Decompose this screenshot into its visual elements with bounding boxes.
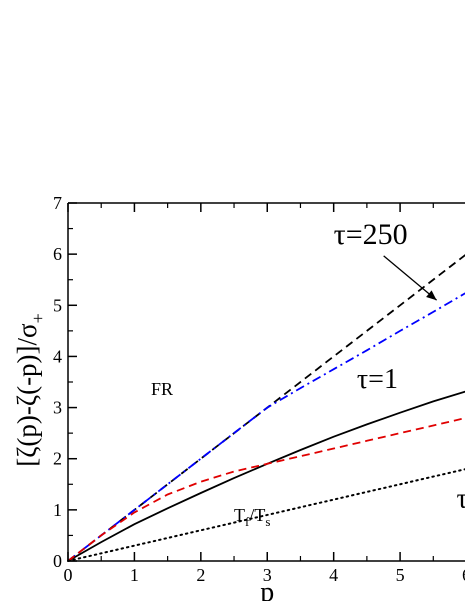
x-tick-label: 1	[130, 565, 139, 585]
y-tick-label: 4	[53, 346, 62, 366]
y-axis-label-main: [ζ(p)-ζ(-p)]/σ	[12, 323, 42, 467]
y-tick-label: 2	[53, 449, 62, 469]
annotation-3: FR	[151, 379, 173, 399]
series-line-4	[67, 417, 465, 562]
annotation-layer: τ=250 τ=1 FR Tf/Ts τ	[151, 218, 465, 529]
y-tick-label: 1	[53, 500, 62, 520]
series-line-2	[67, 292, 465, 562]
y-axis-label: [ζ(p)-ζ(-p)]/σ+	[12, 313, 48, 467]
x-tick-label: 3	[263, 565, 272, 585]
ticks-layer: 0 1 2 3 4 5 6 0 1 2 3 4 5 6 7	[53, 193, 465, 585]
annotation-4: Tf/Ts	[234, 505, 270, 529]
annotation-arrow-line	[383, 255, 438, 301]
annotation-1: τ=250	[334, 218, 408, 251]
y-tick-label: 5	[53, 295, 62, 315]
x-axis-label: p	[260, 577, 274, 601]
svg-text:[ζ(p)-ζ(-p)]/σ+: [ζ(p)-ζ(-p)]/σ+	[12, 313, 48, 467]
y-axis-label-sub: +	[28, 313, 48, 323]
annotation-arrow-head	[426, 290, 437, 301]
x-tick-label: 6	[462, 565, 465, 585]
x-tick-label: 0	[64, 565, 73, 585]
y-tick-label: 7	[53, 193, 62, 213]
y-tick-label: 6	[53, 244, 62, 264]
x-tick-label: 5	[396, 565, 405, 585]
y-tick-label: 3	[53, 398, 62, 418]
y-tick-label: 0	[53, 551, 62, 571]
series-layer	[67, 254, 465, 562]
annotation-2: τ=1	[357, 364, 398, 395]
x-tick-label: 4	[329, 565, 338, 585]
annotation-5: τ	[457, 483, 465, 514]
series-line-5	[67, 468, 465, 562]
series-line-3	[67, 390, 465, 562]
x-tick-label: 2	[196, 565, 205, 585]
